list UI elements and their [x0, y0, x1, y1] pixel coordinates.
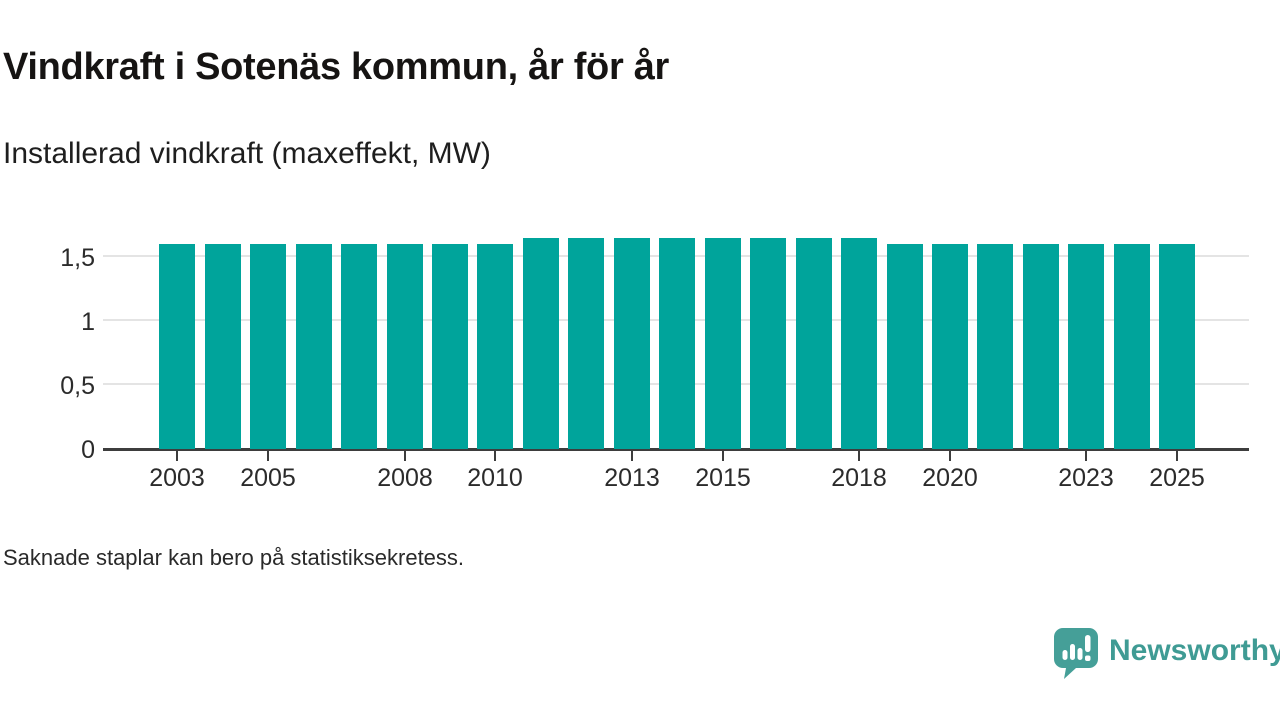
bar-2007 [341, 244, 377, 449]
x-tick-2023 [1085, 451, 1087, 461]
bar-2005 [250, 244, 286, 449]
bar-2023 [1068, 244, 1104, 449]
x-tick-2010 [494, 451, 496, 461]
bar-2004 [205, 244, 241, 449]
bar-2025 [1159, 244, 1195, 449]
footnote-text: Saknade staplar kan bero på statistiksek… [3, 545, 465, 570]
x-tick-2018 [858, 451, 860, 461]
bar-2017 [796, 238, 832, 449]
x-tick-2008 [404, 451, 406, 461]
brand-name: Newsworthy [1109, 634, 1280, 667]
x-tick-label-2023: 2023 [1058, 464, 1114, 492]
plot-area [103, 224, 1249, 461]
bar-2003 [159, 244, 195, 449]
bar-2011 [523, 238, 559, 449]
x-tick-label-2015: 2015 [695, 464, 751, 492]
bar-2022 [1023, 244, 1059, 449]
bar-2010 [477, 244, 513, 449]
chart-title: Vindkraft i Sotenäs kommun, år för år [3, 46, 670, 88]
y-tick-label-0,5: 0,5 [60, 372, 95, 400]
bar-2008 [387, 244, 423, 449]
x-tick-label-2005: 2005 [240, 464, 296, 492]
x-tick-label-2020: 2020 [922, 464, 978, 492]
chart-subtitle: Installerad vindkraft (maxeffekt, MW) [3, 137, 491, 170]
bar-2009 [432, 244, 468, 449]
bar-2006 [296, 244, 332, 449]
x-tick-2003 [176, 451, 178, 461]
x-tick-label-2013: 2013 [604, 464, 660, 492]
x-tick-2013 [631, 451, 633, 461]
x-tick-label-2010: 2010 [467, 464, 523, 492]
bar-2020 [932, 244, 968, 449]
y-tick-label-0: 0 [81, 436, 95, 464]
x-tick-2020 [949, 451, 951, 461]
bar-2015 [705, 238, 741, 449]
x-tick-label-2003: 2003 [149, 464, 205, 492]
bar-2013 [614, 238, 650, 449]
x-tick-2005 [267, 451, 269, 461]
bar-2019 [887, 244, 923, 449]
x-tick-2015 [722, 451, 724, 461]
y-tick-label-1: 1 [81, 308, 95, 336]
x-tick-2025 [1176, 451, 1178, 461]
x-tick-label-2025: 2025 [1149, 464, 1205, 492]
y-tick-label-1,5: 1,5 [60, 244, 95, 272]
bar-2021 [977, 244, 1013, 449]
bar-2018 [841, 238, 877, 449]
bar-chart-speech-bubble-icon [1054, 628, 1098, 679]
x-tick-label-2018: 2018 [831, 464, 887, 492]
bar-2014 [659, 238, 695, 449]
newsworthy-logo: Newsworthy [1054, 628, 1280, 680]
x-tick-label-2008: 2008 [377, 464, 433, 492]
bar-2012 [568, 238, 604, 449]
bar-2024 [1114, 244, 1150, 449]
x-axis-line [103, 448, 1249, 451]
bar-2016 [750, 238, 786, 449]
